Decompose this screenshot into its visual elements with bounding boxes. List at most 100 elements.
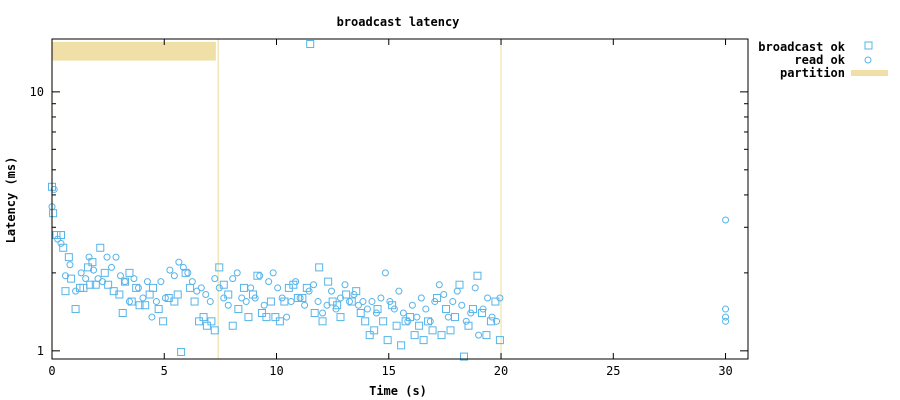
legend-label-partition: partition xyxy=(780,66,845,80)
data-point-broadcast xyxy=(173,290,182,299)
data-point-read xyxy=(301,301,309,309)
data-point-broadcast xyxy=(96,243,105,252)
data-point-read xyxy=(493,317,501,325)
data-point-read xyxy=(179,263,187,271)
data-point-read xyxy=(435,281,443,289)
x-tick-label: 15 xyxy=(382,364,396,378)
data-point-read xyxy=(426,317,434,325)
data-point-read xyxy=(116,272,124,280)
data-point-broadcast xyxy=(298,293,307,302)
data-point-read xyxy=(296,294,304,302)
data-point-read xyxy=(462,317,470,325)
data-point-broadcast xyxy=(419,336,428,345)
data-point-read xyxy=(66,261,74,269)
data-point-broadcast xyxy=(486,317,495,326)
data-point-broadcast xyxy=(397,341,406,350)
data-point-broadcast xyxy=(177,347,186,356)
data-point-broadcast xyxy=(333,301,342,310)
x-tick-label: 5 xyxy=(161,364,168,378)
data-point-read xyxy=(99,278,107,286)
data-point-read xyxy=(61,272,69,280)
data-point-read xyxy=(72,287,80,295)
data-point-read xyxy=(157,278,165,286)
data-point-read xyxy=(440,291,448,299)
data-point-read xyxy=(143,278,151,286)
partition-band xyxy=(52,41,216,61)
plot-frame xyxy=(51,38,749,360)
data-point-read xyxy=(444,313,452,321)
data-point-broadcast xyxy=(86,280,95,289)
data-point-read xyxy=(431,298,439,306)
data-point-broadcast xyxy=(202,321,211,330)
data-point-broadcast xyxy=(141,301,150,310)
data-point-read xyxy=(453,287,461,295)
data-point-broadcast xyxy=(61,287,70,296)
data-point-read xyxy=(722,313,730,321)
data-point-read xyxy=(260,301,268,309)
data-point-read xyxy=(82,275,90,283)
data-point-broadcast xyxy=(352,287,361,296)
data-point-broadcast xyxy=(115,290,124,299)
data-point-read xyxy=(166,266,174,274)
data-point-read xyxy=(479,305,487,313)
data-point-read xyxy=(319,309,327,317)
data-point-read xyxy=(251,294,259,302)
data-point-broadcast xyxy=(215,263,224,272)
data-point-read xyxy=(337,294,345,302)
data-point-broadcast xyxy=(428,326,437,335)
data-point-broadcast xyxy=(324,277,333,286)
data-point-broadcast xyxy=(190,297,199,306)
data-point-broadcast xyxy=(135,301,144,310)
data-point-read xyxy=(77,269,85,277)
data-point-read xyxy=(90,266,98,274)
data-point-read xyxy=(148,313,156,321)
data-point-read xyxy=(287,298,295,306)
data-point-read xyxy=(354,301,362,309)
data-point-read xyxy=(103,253,111,261)
legend-label-read: read ok xyxy=(794,53,845,67)
data-point-broadcast xyxy=(186,283,195,292)
data-point-read xyxy=(193,287,201,295)
data-point-read xyxy=(206,298,214,306)
x-tick-label: 0 xyxy=(48,364,55,378)
data-point-read xyxy=(422,305,430,313)
data-point-broadcast xyxy=(224,290,233,299)
data-point-broadcast xyxy=(49,209,58,218)
data-point-read xyxy=(292,278,300,286)
data-point-broadcast xyxy=(442,305,451,314)
data-point-broadcast xyxy=(219,280,228,289)
data-point-broadcast xyxy=(336,313,345,322)
x-tick-label: 20 xyxy=(494,364,508,378)
legend-label-broadcast: broadcast ok xyxy=(758,40,845,54)
data-point-read xyxy=(242,298,250,306)
data-point-read xyxy=(722,216,730,224)
data-point-broadcast xyxy=(159,317,168,326)
x-axis: 0 5 10 15 20 25 30 xyxy=(48,39,733,378)
data-point-broadcast xyxy=(248,290,257,299)
data-point-read xyxy=(310,281,318,289)
data-point-broadcast xyxy=(52,231,61,240)
data-point-broadcast xyxy=(342,290,351,299)
data-point-broadcast xyxy=(347,297,356,306)
data-point-broadcast xyxy=(100,268,109,277)
data-point-read xyxy=(341,281,349,289)
data-point-broadcast xyxy=(482,331,491,340)
data-point-broadcast xyxy=(477,308,486,317)
data-point-broadcast xyxy=(495,336,504,345)
data-point-broadcast xyxy=(207,317,216,326)
data-point-read xyxy=(265,278,273,286)
data-point-broadcast xyxy=(370,326,379,335)
data-point-broadcast xyxy=(315,263,324,272)
data-point-broadcast xyxy=(310,308,319,317)
chart-title: broadcast latency xyxy=(337,15,460,29)
data-point-read xyxy=(229,275,237,283)
data-point-broadcast xyxy=(67,274,76,283)
data-point-read xyxy=(328,287,336,295)
data-point-read xyxy=(274,284,282,292)
data-point-read xyxy=(488,313,496,321)
data-point-broadcast xyxy=(401,317,410,326)
x-tick-label: 10 xyxy=(269,364,283,378)
data-point-read xyxy=(256,272,264,280)
data-point-read xyxy=(467,309,475,317)
data-point-broadcast xyxy=(356,308,365,317)
